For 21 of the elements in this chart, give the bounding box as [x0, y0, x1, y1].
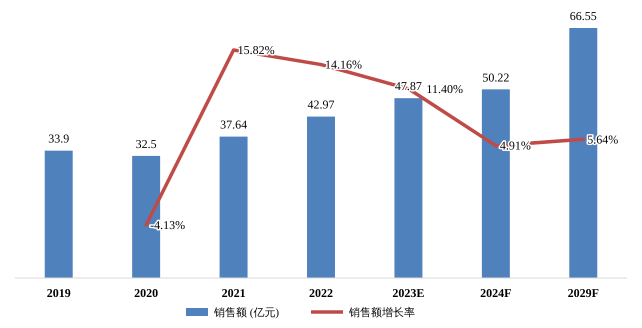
x-tick-label: 2023E [392, 286, 424, 300]
bar [44, 150, 73, 278]
data-label: 11.40% [426, 82, 463, 96]
data-label: 37.64 [220, 118, 248, 132]
x-tick-label: 2022 [309, 286, 333, 300]
data-label: 32.5 [136, 136, 157, 151]
data-label: 42.97 [308, 98, 334, 112]
legend-label: 销售额增长率 [348, 306, 415, 319]
data-label: 33.9 [48, 132, 70, 146]
bar [394, 98, 422, 278]
legend-label: 销售额 (亿元) [213, 306, 280, 319]
x-tick-label: 2020 [134, 286, 158, 300]
data-label: 14.16% [325, 58, 362, 72]
x-tick-label: 2029F [568, 286, 599, 300]
data-label: 66.55 [570, 9, 597, 23]
data-label: 50.22 [482, 70, 510, 84]
bar [220, 136, 248, 278]
bar [307, 116, 335, 278]
x-tick-label: 2019 [46, 286, 71, 300]
x-tick-label: 2021 [222, 286, 246, 300]
x-tick-label: 2024F [480, 286, 512, 300]
